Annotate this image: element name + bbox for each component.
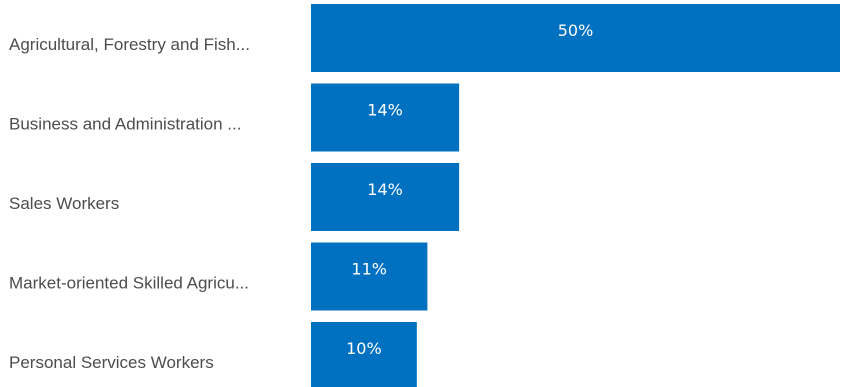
category-label-4: Market-oriented Skilled Agricu... — [9, 274, 249, 293]
value-label-3: 14% — [367, 180, 403, 199]
value-label-4: 11% — [351, 260, 387, 279]
value-label-2: 14% — [367, 101, 403, 120]
bar-4 — [311, 242, 428, 311]
value-label-1: 50% — [558, 21, 594, 40]
category-label-1: Agricultural, Forestry and Fish... — [9, 35, 250, 54]
value-labels-group: 50% 14% 14% 11% 10% — [346, 21, 593, 358]
category-label-2: Business and Administration ... — [9, 115, 241, 134]
bar-5 — [311, 322, 417, 387]
category-label-3: Sales Workers — [9, 194, 119, 213]
bars-group — [311, 4, 840, 387]
value-label-5: 10% — [346, 339, 382, 358]
bar-3 — [311, 163, 460, 231]
category-label-5: Personal Services Workers — [9, 353, 214, 372]
bar-1 — [311, 4, 840, 72]
category-labels-group: Agricultural, Forestry and Fish... Busine… — [9, 35, 250, 372]
bar-2 — [311, 83, 460, 152]
